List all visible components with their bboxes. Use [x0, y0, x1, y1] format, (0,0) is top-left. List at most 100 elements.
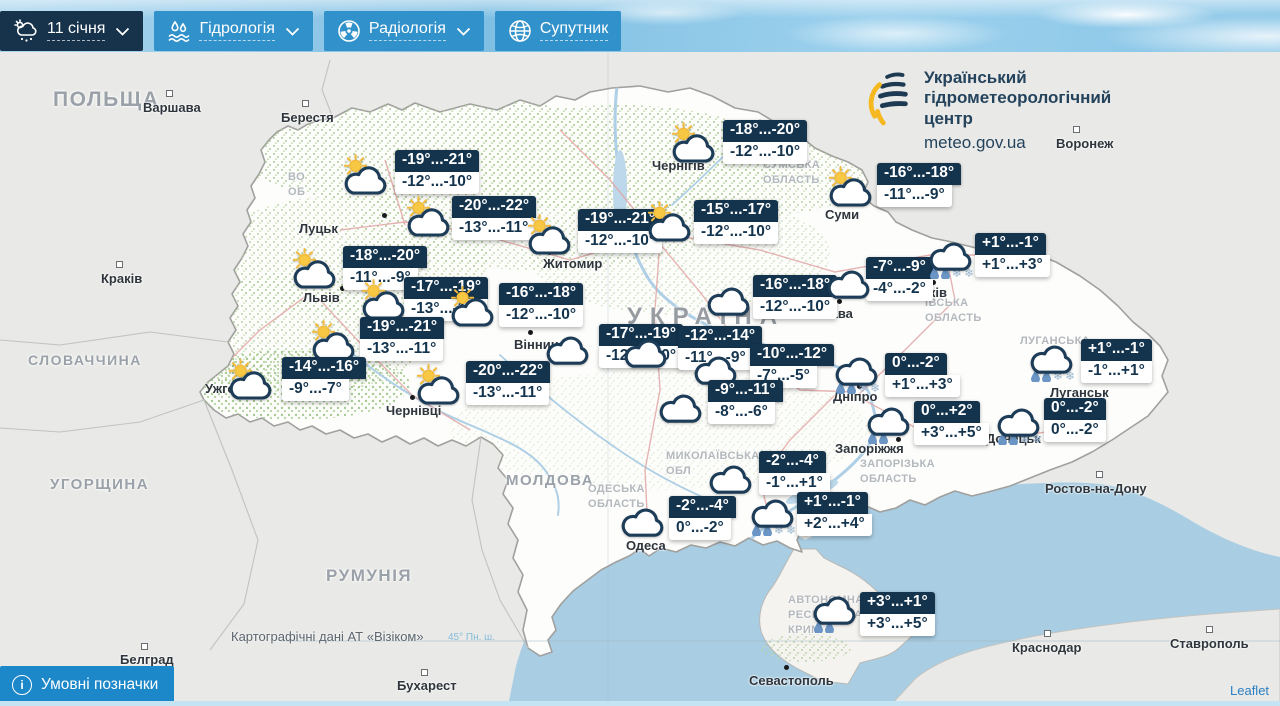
sun-cloud-icon	[400, 196, 456, 245]
temperature-label-lutsk: -20°...-22° -13°...-11°	[452, 196, 537, 240]
cloud-icon	[860, 399, 916, 448]
temp-range-primary: -19°...-21°	[578, 209, 663, 231]
temperature-label-kremenchuk: -10°...-12° -7°...-5°	[750, 344, 835, 388]
temp-range-secondary: -12°...-10°	[499, 305, 584, 327]
cloud-icon	[700, 279, 756, 328]
tab-radiology-label: Радіологія	[368, 20, 446, 42]
temperature-label-kropyvnytskyi: -9°...-11° -8°...-6°	[708, 380, 783, 424]
chevron-down-icon	[456, 27, 471, 36]
cloud-icon	[1023, 337, 1079, 386]
temp-range-primary: -12°...-14°	[678, 326, 763, 348]
temp-range-primary: -16°...-18°	[877, 163, 962, 185]
legend-button[interactable]: i Умовні позначки	[0, 666, 175, 703]
temp-range-primary: -7°...-9°	[866, 257, 933, 279]
temp-range-secondary: +1°...+3°	[885, 375, 960, 397]
temperature-label-poltava: -7°...-9° -4°...-2°	[866, 257, 933, 301]
temperature-label-odesa: -2°...-4° 0°...-2°	[669, 496, 736, 540]
rain-icon	[868, 432, 888, 444]
cloud-icon	[744, 491, 800, 540]
temperature-label-cherkasy: -16°...-18° -12°...-10°	[753, 275, 838, 319]
temp-range-primary: -16°...-18°	[753, 275, 838, 297]
temperature-label-kharkiv: +1°...-1° +1°...+3°	[975, 233, 1050, 277]
tab-radiology[interactable]: Радіологія	[323, 11, 484, 51]
temp-range-secondary: -1°...+1°	[759, 473, 830, 495]
temperature-label-crimea: +3°...+1° +3°...+5°	[860, 592, 935, 636]
satellite-icon	[509, 20, 531, 42]
info-icon: i	[12, 674, 32, 695]
temp-range-secondary: +2°...+4°	[797, 514, 872, 536]
leaflet-attribution-link[interactable]: Leaflet	[1230, 683, 1270, 698]
temp-range-primary: -19°...-21°	[395, 150, 480, 172]
temp-range-secondary: -13°...-11°	[452, 218, 536, 240]
temperature-label-volyn: -19°...-21° -12°...-10°	[395, 150, 480, 194]
temp-range-secondary: +3°...+5°	[860, 614, 935, 636]
temp-range-secondary: -4°...-2°	[866, 279, 933, 301]
temp-range-secondary: -12°...-10°	[694, 222, 779, 244]
uhmc-logo-icon	[868, 72, 908, 126]
temperature-label-chernihiv: -18°...-20° -12°...-10°	[723, 120, 808, 164]
tab-satellite[interactable]: Супутник	[494, 11, 622, 51]
temp-range-primary: -10°...-12°	[750, 344, 835, 366]
temperature-label-ivano-frankivsk: -19°...-21° -13°...-11°	[360, 317, 445, 361]
temperature-label-khmelnytskyi: -16°...-18° -12°...-10°	[499, 283, 584, 327]
latitude-label: 45° Пн. ш.	[448, 632, 495, 643]
hydrology-icon	[169, 20, 190, 42]
temp-range-primary: +1°...-1°	[1081, 339, 1152, 361]
temperature-label-zaporizhzhia: 0°...+2° +3°...+5°	[914, 401, 989, 445]
temp-range-secondary: +3°...+5°	[914, 423, 989, 445]
sun-cloud-icon	[337, 154, 393, 203]
temp-range-primary: -9°...-11°	[708, 380, 783, 402]
temp-range-primary: 0°...-2°	[1044, 398, 1106, 420]
date-selector-button[interactable]: 11 січня	[0, 11, 144, 51]
temp-range-primary: -19°...-21°	[360, 317, 445, 339]
sun-cloud-icon	[521, 214, 577, 263]
cloud-icon	[922, 234, 978, 283]
temp-range-secondary: -1°...+1°	[1081, 361, 1152, 383]
temperature-label-kyiv: -15°...-17° -12°...-10°	[694, 200, 779, 244]
sun-cloud-icon	[822, 166, 878, 215]
temp-range-primary: +1°...-1°	[797, 492, 868, 514]
temperature-label-uzhhorod: -14°...-16° -9°...-7°	[282, 357, 367, 401]
temperature-label-dnipro: 0°...-2° +1°...+3°	[885, 353, 960, 397]
foreign-borders	[0, 59, 529, 651]
temp-range-primary: 0°...-2°	[885, 353, 947, 375]
cloud-icon	[539, 328, 595, 377]
sun-cloud-icon	[665, 122, 721, 171]
temperature-label-chernivtsi: -20°...-22° -13°...-11°	[466, 361, 551, 405]
temp-range-primary: -2°...-4°	[759, 451, 826, 473]
temperature-label-sumy: -16°...-18° -11°...-9°	[877, 163, 962, 207]
temp-range-primary: -18°...-20°	[723, 120, 808, 142]
sun-cloud-icon	[641, 201, 697, 250]
temp-range-secondary: 0°...-2°	[1044, 420, 1106, 442]
temp-range-secondary: +1°...+3°	[975, 255, 1050, 277]
sun-cloud-icon	[444, 286, 500, 335]
temp-range-secondary: -12°...-10°	[578, 231, 663, 253]
temp-range-secondary: -8°...-6°	[708, 402, 775, 424]
date-selector-label: 11 січня	[47, 20, 106, 42]
chevron-down-icon	[285, 27, 300, 36]
legend-button-label: Умовні позначки	[41, 675, 159, 693]
temp-range-primary: -18°...-20°	[343, 246, 428, 268]
temp-range-primary: -16°...-18°	[499, 283, 584, 305]
temp-range-primary: -15°...-17°	[694, 200, 779, 222]
temp-range-secondary: -12°...-10°	[723, 142, 808, 164]
sun-cloud-icon	[410, 364, 466, 413]
chevron-down-icon	[116, 27, 130, 36]
temp-range-primary: +3°...+1°	[860, 592, 935, 614]
temperature-label-mykolaiv: -2°...-4° -1°...+1°	[759, 451, 830, 495]
uhmc-logo: Український гідрометеорологічний центр m…	[868, 68, 1111, 154]
temp-range-primary: -17°...-19°	[404, 277, 489, 299]
tab-hydrology[interactable]: Гідрологія	[154, 11, 313, 51]
cloud-icon	[828, 349, 884, 398]
rain-snow-icon: ❄ ❄	[836, 382, 880, 394]
rain-snow-icon: ❄ ❄	[1031, 370, 1075, 382]
rain-icon	[814, 621, 834, 633]
cloud-icon	[990, 400, 1046, 449]
temp-range-secondary: -12°...-10°	[395, 172, 480, 194]
tab-satellite-label: Супутник	[539, 20, 609, 42]
toolbar: 11 січня Гідрологія	[0, 11, 622, 51]
temp-range-primary: -14°...-16°	[282, 357, 367, 379]
logo-title-line3: центр	[924, 108, 973, 128]
rain-snow-icon: ❄ ❄	[752, 524, 796, 536]
